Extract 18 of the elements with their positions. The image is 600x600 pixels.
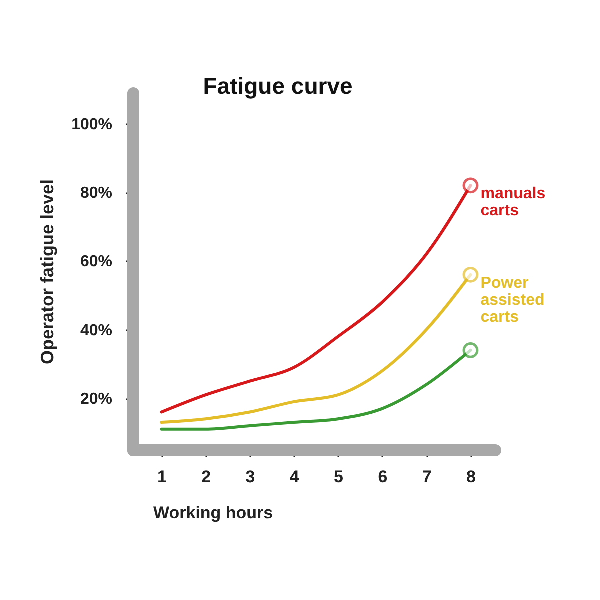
x-tick-label: 7 [422,468,432,486]
chart-title: Fatigue curve [203,73,353,99]
y-tick-label: 80% [80,185,112,202]
x-tick-label: 8 [466,468,476,486]
y-tick-label: 20% [80,391,112,408]
y-axis-title: Operator fatigue level [38,179,58,365]
series-label: manuals carts [480,186,546,220]
x-tick-label: 4 [290,468,300,486]
x-tick-label: 3 [246,468,256,486]
x-axis-title: Working hours [154,504,274,522]
x-tick-label: 5 [334,468,344,486]
series-label: Power assisted carts [480,274,545,326]
y-tick-label: 40% [80,322,112,340]
x-tick-label: 1 [157,468,167,486]
y-tick-label: 60% [80,254,112,271]
x-tick-label: 2 [202,468,212,486]
x-tick-label: 6 [378,468,388,486]
y-tick-label: 100% [72,116,112,134]
